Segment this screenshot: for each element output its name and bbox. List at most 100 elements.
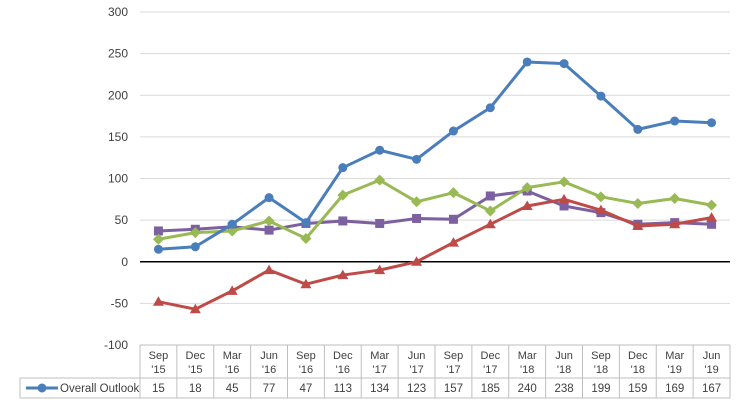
x-tick-label-year: '17 bbox=[373, 364, 387, 376]
point-diamond bbox=[521, 182, 533, 194]
point-circle bbox=[153, 244, 163, 254]
point-square bbox=[412, 213, 422, 223]
series-triangle bbox=[152, 193, 718, 314]
table-value: 15 bbox=[152, 383, 165, 395]
table-value: 77 bbox=[263, 383, 276, 395]
x-tick-label-month: Jun bbox=[555, 350, 573, 362]
table-value: 167 bbox=[702, 383, 721, 395]
table-value: 169 bbox=[665, 383, 684, 395]
point-circle bbox=[559, 59, 569, 69]
y-tick-label: 200 bbox=[108, 88, 128, 102]
table-value: 199 bbox=[591, 383, 610, 395]
point-diamond bbox=[300, 232, 312, 244]
point-circle bbox=[264, 193, 274, 203]
y-tick-label: 250 bbox=[108, 47, 128, 61]
point-triangle bbox=[521, 200, 533, 210]
x-tick-label-year: '17 bbox=[446, 364, 460, 376]
x-tick-label-year: '18 bbox=[631, 364, 645, 376]
point-square bbox=[375, 218, 385, 228]
x-tick-label-year: '18 bbox=[557, 364, 571, 376]
x-tick-label-year: '16 bbox=[336, 364, 350, 376]
x-tick-label-year: '15 bbox=[151, 364, 165, 376]
point-circle bbox=[190, 242, 200, 252]
series-line bbox=[158, 197, 712, 311]
point-triangle bbox=[226, 285, 238, 295]
x-tick-label-month: Dec bbox=[186, 350, 206, 362]
x-tick-label-year: '17 bbox=[483, 364, 497, 376]
point-square bbox=[264, 225, 274, 235]
point-triangle bbox=[595, 204, 607, 215]
x-tick-label-month: Mar bbox=[223, 350, 242, 362]
point-triangle bbox=[447, 237, 459, 247]
y-tick-label: -50 bbox=[111, 296, 129, 310]
x-tick-label-year: '16 bbox=[225, 364, 239, 376]
series-diamond bbox=[152, 174, 718, 245]
point-square bbox=[448, 214, 458, 224]
table-value: 45 bbox=[226, 383, 239, 395]
point-diamond bbox=[632, 197, 644, 209]
point-diamond bbox=[447, 187, 459, 199]
point-diamond bbox=[152, 233, 164, 245]
table-value: 240 bbox=[518, 383, 537, 395]
series-lines bbox=[152, 57, 718, 314]
x-tick-label-month: Dec bbox=[481, 350, 501, 362]
point-diamond bbox=[411, 196, 423, 208]
point-circle bbox=[522, 57, 532, 67]
x-tick-label-year: '19 bbox=[668, 364, 682, 376]
table-value: 47 bbox=[300, 383, 313, 395]
table-value: 157 bbox=[444, 383, 463, 395]
point-diamond bbox=[595, 191, 607, 203]
point-diamond bbox=[558, 176, 570, 188]
x-tick-label-month: Sep bbox=[591, 350, 611, 362]
x-tick-label-year: '18 bbox=[520, 364, 534, 376]
point-diamond bbox=[189, 227, 201, 239]
x-tick-label-month: Jun bbox=[408, 350, 426, 362]
point-square bbox=[153, 226, 163, 236]
y-tick-label: 150 bbox=[108, 130, 128, 144]
x-tick-label-year: '18 bbox=[594, 364, 608, 376]
point-diamond bbox=[669, 192, 681, 204]
table-value: 238 bbox=[554, 383, 573, 395]
series-line bbox=[158, 178, 712, 241]
point-diamond bbox=[263, 215, 275, 227]
point-triangle bbox=[484, 218, 496, 229]
table-value: 113 bbox=[334, 383, 352, 395]
y-tick-label: 300 bbox=[108, 5, 128, 19]
y-axis-ticks: 300 250 200 150 100 50 0 -50 -100 bbox=[104, 5, 128, 352]
point-square bbox=[707, 219, 717, 229]
point-triangle bbox=[706, 212, 718, 222]
point-circle bbox=[338, 163, 348, 173]
point-triangle bbox=[558, 193, 570, 204]
point-triangle bbox=[669, 218, 681, 229]
x-tick-label-year: '15 bbox=[188, 364, 202, 376]
x-tick-label-month: Jun bbox=[260, 350, 278, 362]
table-value: 185 bbox=[481, 383, 500, 395]
point-diamond bbox=[337, 189, 349, 201]
point-triangle bbox=[189, 303, 201, 314]
x-tick-label-month: Sep bbox=[149, 350, 169, 362]
point-circle bbox=[227, 219, 237, 229]
point-circle bbox=[707, 118, 717, 128]
x-tick-label-year: '19 bbox=[704, 364, 718, 376]
point-diamond bbox=[706, 199, 718, 211]
point-circle bbox=[670, 116, 680, 126]
point-triangle bbox=[263, 264, 275, 275]
point-triangle bbox=[337, 269, 349, 280]
point-square bbox=[485, 191, 495, 201]
table-value: 134 bbox=[370, 383, 390, 395]
point-circle bbox=[37, 383, 47, 393]
point-square bbox=[338, 216, 348, 226]
x-tick-label-month: Sep bbox=[296, 350, 316, 362]
point-circle bbox=[412, 154, 422, 164]
x-tick-label-month: Mar bbox=[518, 350, 537, 362]
point-triangle bbox=[411, 256, 423, 266]
x-tick-label-month: Sep bbox=[444, 350, 464, 362]
x-tick-label-month: Mar bbox=[665, 350, 684, 362]
point-diamond bbox=[226, 225, 238, 237]
point-triangle bbox=[152, 296, 164, 306]
point-triangle bbox=[632, 220, 644, 230]
table-value: 123 bbox=[407, 383, 426, 395]
y-tick-label: -100 bbox=[104, 338, 128, 352]
point-square bbox=[559, 201, 569, 211]
point-diamond bbox=[374, 174, 386, 186]
